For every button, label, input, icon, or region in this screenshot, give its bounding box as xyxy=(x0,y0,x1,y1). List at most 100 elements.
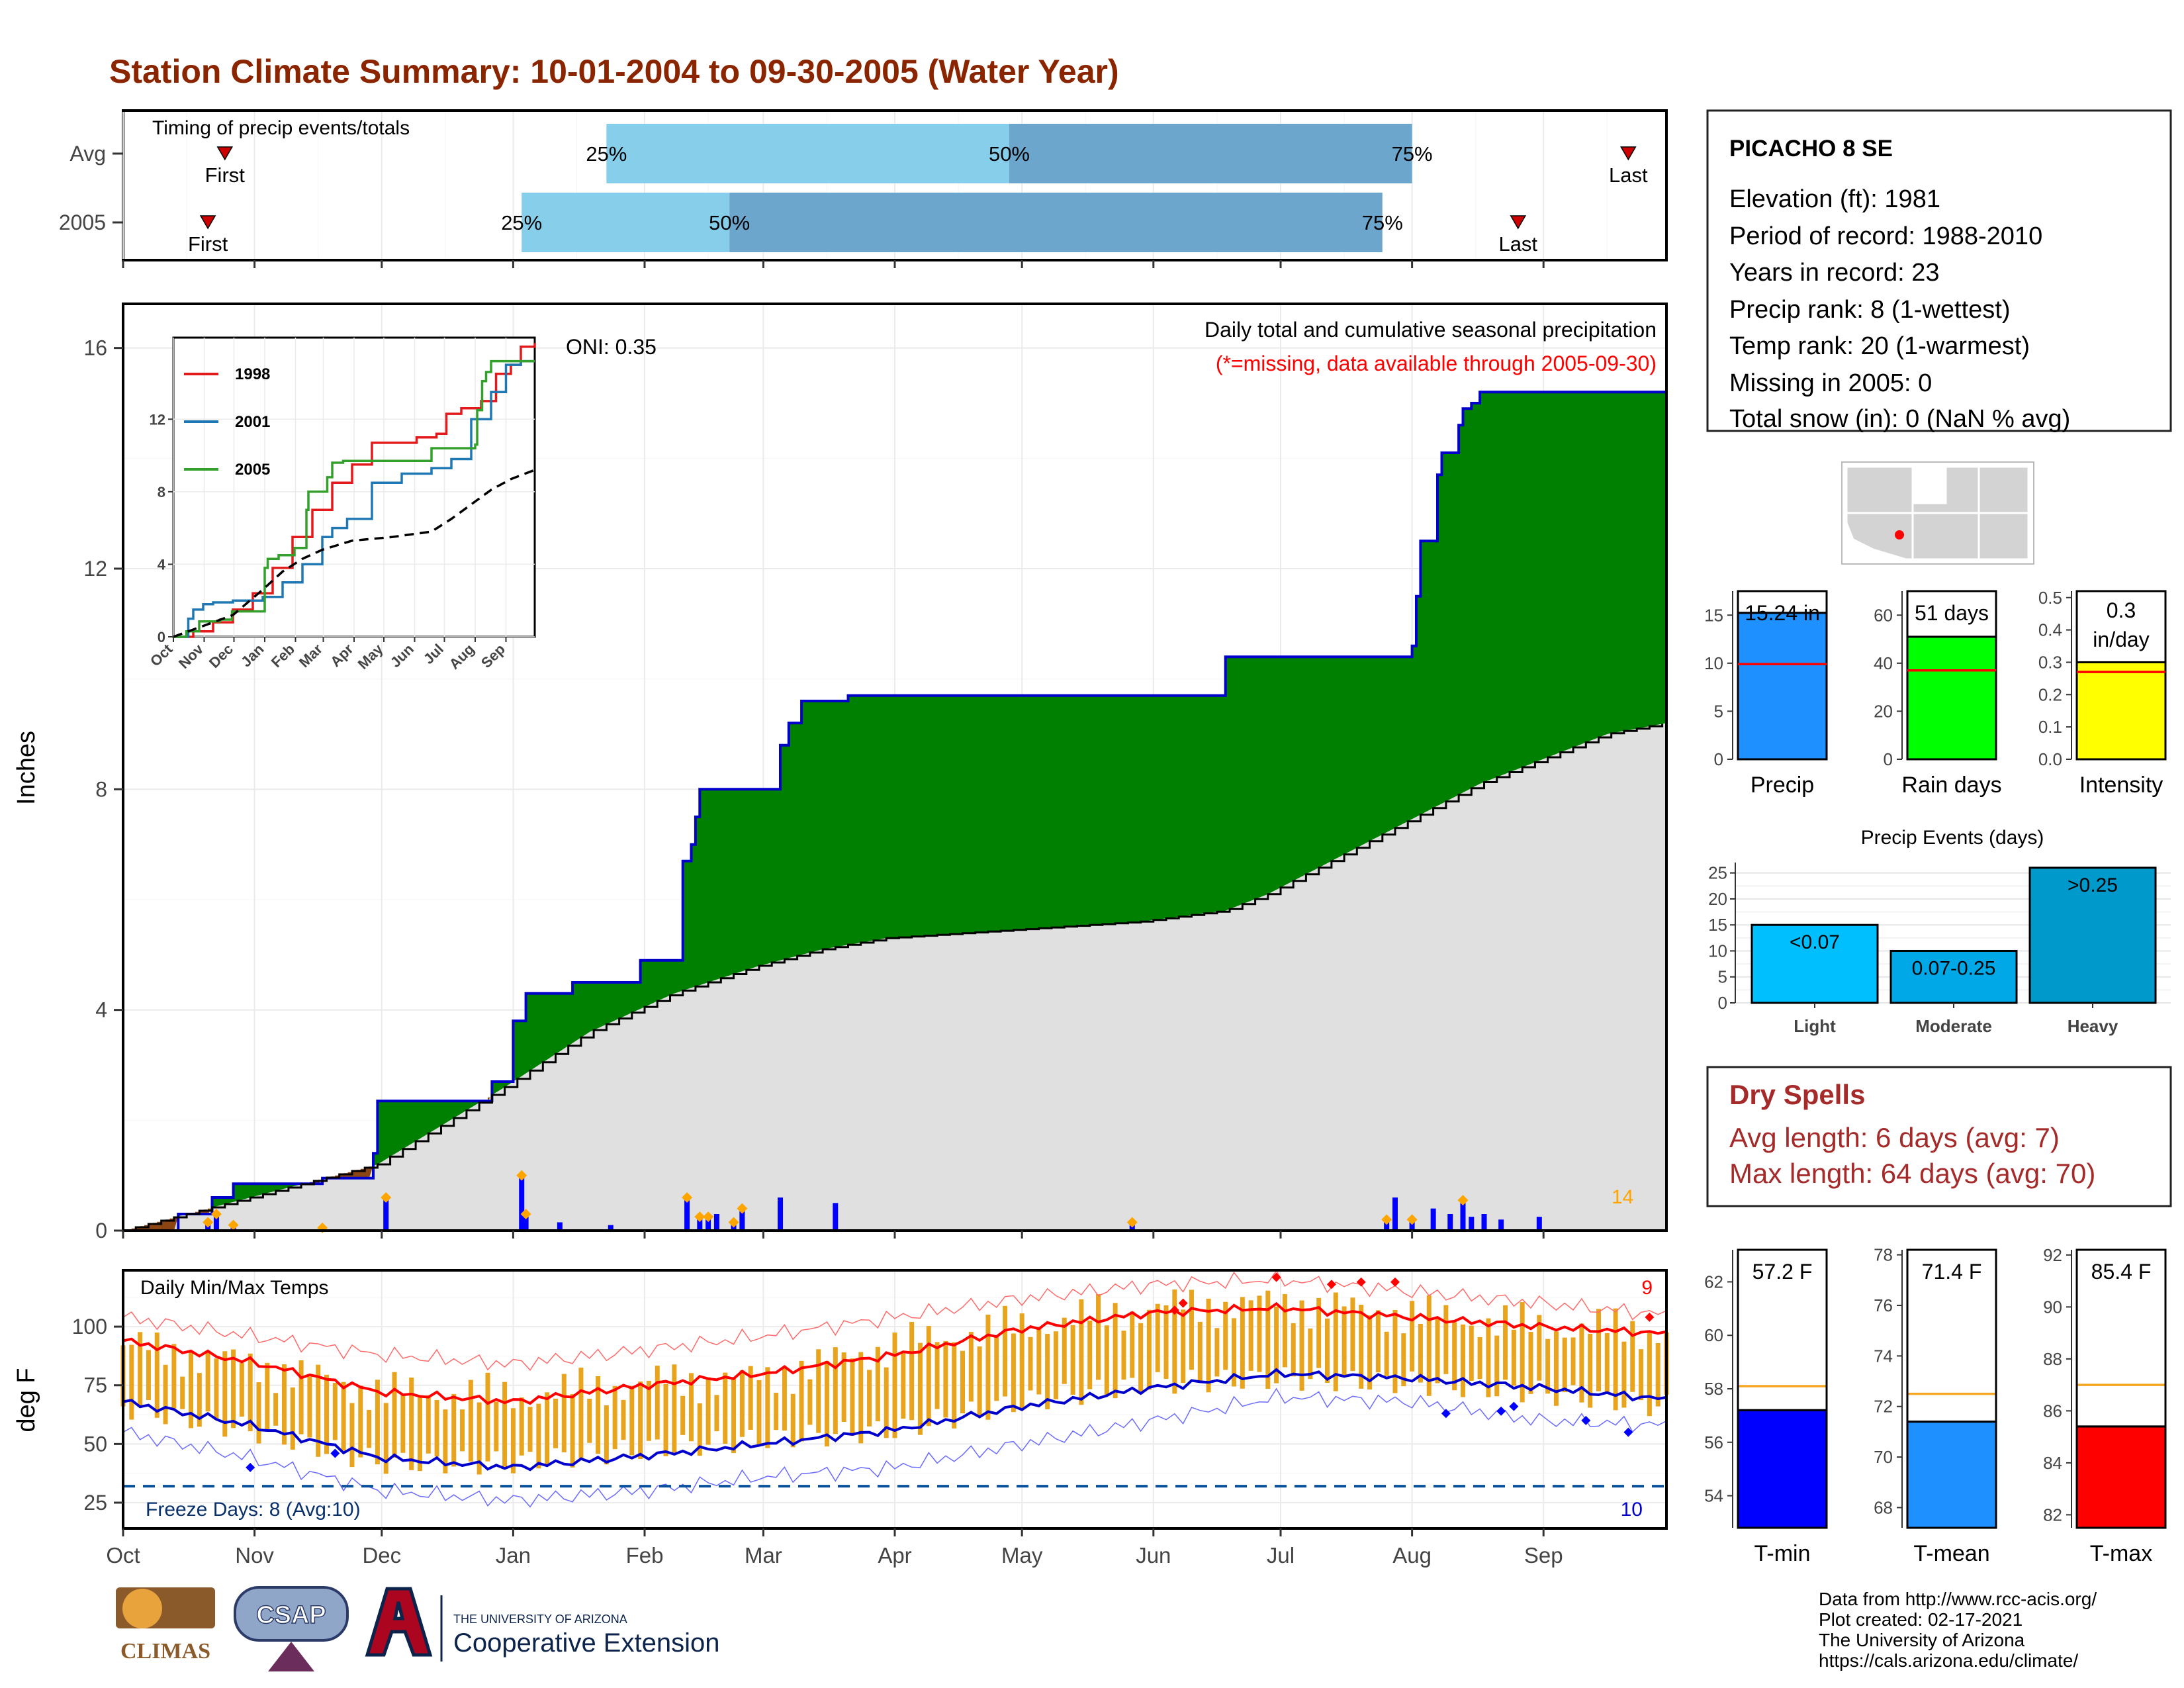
month-label: Feb xyxy=(626,1543,664,1568)
timing-row-label-2005: 2005 xyxy=(59,211,106,234)
tmax-value-label: 85.4 F xyxy=(2091,1260,2152,1284)
daily-temp-bar xyxy=(1308,1328,1313,1380)
precip-y-tick-label: 12 xyxy=(83,557,107,581)
daily-temp-bar xyxy=(816,1349,821,1433)
precip-total-label-box xyxy=(1737,590,1828,614)
event-marker xyxy=(1381,1214,1392,1225)
daily-temp-bar xyxy=(316,1364,321,1457)
daily-temp-bar xyxy=(1181,1309,1186,1383)
dry-spells-box: Dry Spells Avg length: 6 days (avg: 7) M… xyxy=(1706,1066,2172,1207)
daily-temp-bar xyxy=(697,1403,702,1456)
credit-line-2: Plot created: 02-17-2021 xyxy=(1819,1609,2023,1630)
daily-temp-bar xyxy=(146,1350,151,1400)
daily-temp-bar xyxy=(1486,1318,1491,1397)
record-low-marker xyxy=(1623,1427,1633,1437)
daily-temp-bar xyxy=(1274,1306,1279,1383)
daily-temp-bar xyxy=(1113,1303,1118,1399)
daily-temp-bar xyxy=(485,1372,490,1462)
rain-days-tick-label: 40 xyxy=(1874,653,1893,673)
daily-temp-bar xyxy=(756,1380,762,1446)
ua-logo: THE UNIVERSITY OF ARIZONA Cooperative Ex… xyxy=(365,1587,719,1662)
timing-p25-label: 25% xyxy=(501,211,542,234)
precip-y-label: Inches xyxy=(13,731,40,805)
daily-temp-bar xyxy=(1545,1338,1551,1394)
daily-temp-bar xyxy=(968,1332,974,1402)
timing-first-label: First xyxy=(188,232,228,256)
daily-temp-bar xyxy=(443,1409,448,1474)
event-marker xyxy=(728,1217,739,1228)
daily-temp-bar xyxy=(1511,1329,1516,1386)
rain-days-value-label: 51 days xyxy=(1915,601,1989,625)
station-period: Period of record: 1988-2010 xyxy=(1729,222,2042,250)
daily-temp-bar xyxy=(1375,1310,1381,1373)
daily-temp-bar xyxy=(349,1403,355,1468)
tmin-label-box xyxy=(1737,1248,1828,1411)
inset-legend-label: 1998 xyxy=(235,365,270,383)
record-low-marker xyxy=(1581,1415,1591,1425)
month-label: Jan xyxy=(496,1543,531,1568)
daily-temp-bar xyxy=(1003,1305,1008,1397)
intensity-tick-label: 0.3 xyxy=(2038,652,2062,672)
daily-temp-bar xyxy=(731,1377,737,1454)
daily-temp-bar xyxy=(1087,1320,1093,1389)
daily-temp-bar xyxy=(1647,1332,1652,1417)
daily-temp-bar xyxy=(1579,1323,1584,1403)
daily-temp-bar xyxy=(765,1367,770,1448)
daily-temp-bar xyxy=(917,1342,923,1435)
intensity-tick-label: 0.5 xyxy=(2038,588,2062,608)
daily-temp-bar xyxy=(680,1395,686,1435)
daily-precip-bar xyxy=(833,1203,839,1231)
tmin-value-label: 57.2 F xyxy=(1752,1260,1813,1284)
tmean-value-label: 71.4 F xyxy=(1922,1260,1982,1284)
precip-missing-note: (*=missing, data available through 2005-… xyxy=(1216,352,1657,375)
tmin-bar xyxy=(1737,1409,1828,1529)
inset-legend-label: 2005 xyxy=(235,461,270,479)
daily-temp-bar xyxy=(1257,1295,1262,1372)
daily-temp-bar xyxy=(1588,1333,1593,1408)
daily-temp-bar xyxy=(171,1344,177,1409)
tmax-label-box xyxy=(2075,1248,2167,1428)
record-low-marker xyxy=(1441,1409,1451,1419)
station-precip-rank: Precip rank: 8 (1-wettest) xyxy=(1729,296,2010,324)
events-y-tick-label: 0 xyxy=(1718,993,1727,1013)
daily-precip-bar xyxy=(1469,1217,1475,1231)
daily-temp-bar xyxy=(138,1332,143,1407)
daily-temp-bar xyxy=(561,1374,567,1452)
precip-events-chart: Precip Events (days) 0 5 10 15 20 25 <0.07 Ligh… xyxy=(1708,827,2171,1036)
daily-precip-bar xyxy=(1460,1200,1466,1231)
daily-precip-bar xyxy=(213,1214,219,1231)
daily-temp-bar xyxy=(723,1372,728,1444)
precip-chart-title: Daily total and cumulative seasonal prec… xyxy=(1205,318,1657,342)
daily-temp-bar xyxy=(1639,1349,1644,1401)
daily-temp-bar xyxy=(587,1399,592,1443)
ua-small-text: THE UNIVERSITY OF ARIZONA xyxy=(453,1613,627,1626)
cold-days-count: 10 xyxy=(1621,1499,1643,1521)
timing-last-marker xyxy=(1620,146,1637,161)
daily-temp-bar xyxy=(1604,1333,1610,1392)
month-label: Apr xyxy=(878,1543,911,1568)
daily-temp-bar xyxy=(1146,1309,1152,1390)
daily-temp-bar xyxy=(1104,1325,1109,1395)
precip-total-name-label: Precip xyxy=(1751,773,1814,798)
intensity-tick-label: 0.1 xyxy=(2038,717,2062,737)
record-high-marker xyxy=(1645,1312,1655,1322)
precip-total: 0 5 10 15 15.24 in Precip xyxy=(1704,590,1828,798)
temps-panel: 25 50 75 100 deg F Daily Min/Max Temps Free… xyxy=(13,1269,1669,1568)
rain-days-tick-label: 0 xyxy=(1884,749,1893,769)
events-plot: 0 5 10 15 20 25 <0.07 Light 0.07-0.25 Moderate >0.… xyxy=(1708,863,2171,1036)
temps-y-tick-label: 75 xyxy=(83,1374,107,1397)
daily-temp-bar xyxy=(1503,1305,1508,1380)
daily-temp-bar xyxy=(1392,1309,1398,1393)
tmax-name-label: T-max xyxy=(2090,1541,2152,1566)
month-axis: Oct Nov Dec Jan Feb Mar Apr May Jun Jul Aug Sep xyxy=(106,1528,1563,1568)
daily-temp-bar xyxy=(1460,1324,1465,1397)
daily-temp-bar xyxy=(1232,1318,1237,1387)
daily-temp-bar xyxy=(1172,1289,1177,1394)
inset-y-tick-label: 0 xyxy=(158,629,165,645)
tmax-bar xyxy=(2075,1425,2167,1529)
month-label: Nov xyxy=(235,1543,274,1568)
event-marker xyxy=(1406,1214,1418,1225)
locator-map xyxy=(1841,461,2034,565)
csap-mountain xyxy=(268,1642,314,1671)
